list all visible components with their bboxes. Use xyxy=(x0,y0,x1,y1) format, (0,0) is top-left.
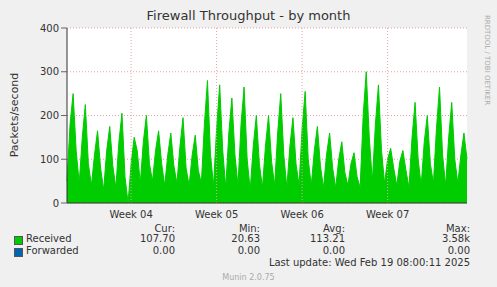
html-text:Munin 2.0.75: Munin 2.0.75 xyxy=(222,273,275,282)
html-text:Last update: Wed Feb 19 08:00:: Last update: Wed Feb 19 08:00:11 2025 xyxy=(268,257,470,268)
svg-text:Week 06: Week 06 xyxy=(280,209,323,220)
html-text:Received: Received xyxy=(26,233,72,244)
html-text:113.21: 113.21 xyxy=(310,233,345,244)
html-text:Firewall Throughput - by month: Firewall Throughput - by month xyxy=(146,8,351,23)
svg-text:300: 300 xyxy=(40,66,59,77)
html-text:Cur:: Cur: xyxy=(154,223,175,234)
svg-text:0: 0 xyxy=(53,198,59,209)
html-text:RRDTOOL / TOBI OETIKER: RRDTOOL / TOBI OETIKER xyxy=(483,14,491,106)
html-text:3.58k: 3.58k xyxy=(441,233,470,244)
svg-text:Week 05: Week 05 xyxy=(195,209,238,220)
html-text:20.63: 20.63 xyxy=(231,233,260,244)
html-text:0.00: 0.00 xyxy=(237,245,260,256)
html-text:Avg:: Avg: xyxy=(323,223,345,234)
html-text:0.00: 0.00 xyxy=(322,245,345,256)
svg-text:100: 100 xyxy=(40,154,59,165)
html-text:0.00: 0.00 xyxy=(447,245,470,256)
html-text:0.00: 0.00 xyxy=(152,245,175,256)
html-text:107.70: 107.70 xyxy=(140,233,175,244)
svg-text:400: 400 xyxy=(40,23,59,34)
svg-text:Week 07: Week 07 xyxy=(366,209,409,220)
html-text:Packets/second: Packets/second xyxy=(7,72,21,158)
html-text:Max:: Max: xyxy=(446,223,470,234)
svg-text:200: 200 xyxy=(40,110,59,121)
html-text:Min:: Min: xyxy=(238,223,260,234)
svg-text:Week 04: Week 04 xyxy=(109,209,152,220)
html-text:Forwarded: Forwarded xyxy=(26,245,79,256)
